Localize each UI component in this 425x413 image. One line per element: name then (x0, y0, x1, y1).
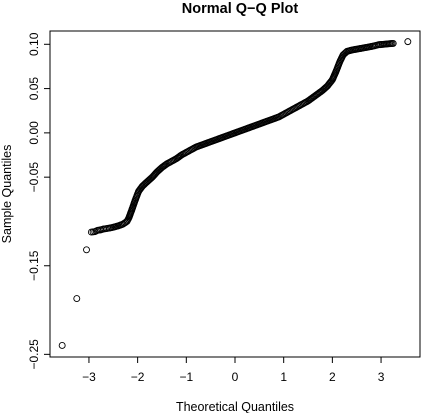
y-tick-label: 0.05 (27, 77, 41, 101)
x-tick-label: −3 (82, 370, 96, 384)
y-tick-label: 0.00 (27, 121, 41, 145)
x-axis-label: Theoretical Quantiles (176, 400, 294, 413)
x-tick-label: 2 (329, 370, 336, 384)
x-tick-label: 0 (232, 370, 239, 384)
data-point (73, 295, 81, 302)
y-axis: 0.10 0.05 0.00 −0.05 −0.15 −0.25 (27, 32, 51, 370)
plot-frame (49, 30, 421, 358)
data-points (58, 38, 412, 349)
x-axis: −3 −2 −1 0 1 2 3 (82, 356, 385, 384)
x-tick-label: 3 (378, 370, 385, 384)
y-tick-label: −0.15 (27, 250, 41, 281)
data-point (389, 39, 397, 47)
x-tick-label: −1 (179, 370, 193, 384)
x-tick-label: −2 (131, 370, 145, 384)
chart-title: Normal Q−Q Plot (182, 1, 299, 17)
data-point (404, 38, 412, 46)
y-tick-label: 0.10 (27, 32, 41, 56)
y-tick-label: −0.25 (27, 339, 41, 370)
data-point (58, 342, 66, 349)
y-axis-label: Sample Quantiles (0, 145, 14, 244)
y-tick-label: −0.05 (27, 162, 41, 193)
x-tick-label: 1 (280, 370, 287, 384)
data-point (83, 246, 90, 254)
